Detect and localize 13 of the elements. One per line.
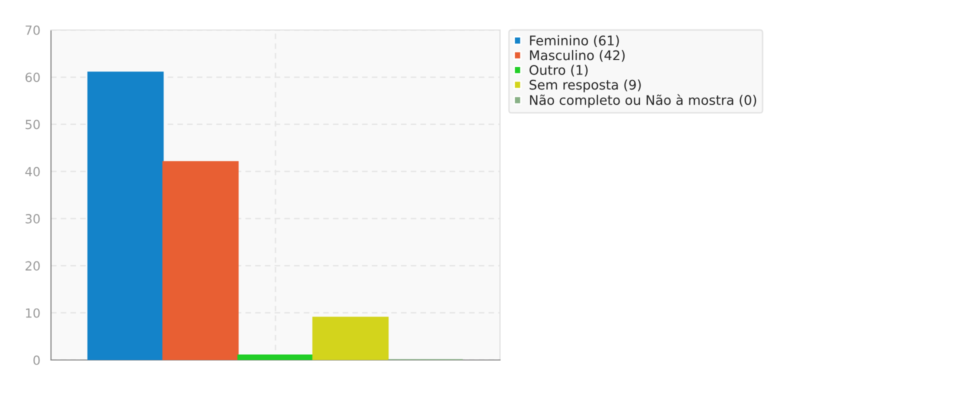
legend-label: Feminino (61)	[530, 35, 619, 48]
y-tick-label: 50	[26, 120, 40, 130]
y-tick-label: 40	[25, 166, 40, 176]
legend-label: Masculino (42)	[530, 50, 625, 62]
legend-label: Outro (1)	[530, 64, 588, 77]
y-tick-label: 30	[26, 214, 40, 224]
legend-label: Não completo ou Não à mostra (0)	[530, 94, 756, 108]
y-tick-label: 10	[26, 308, 40, 318]
legend-label: Sem resposta (9)	[530, 80, 641, 92]
y-tick-label: 0	[33, 355, 40, 365]
y-tick-label: 70	[26, 25, 40, 35]
y-tick-label: 60	[26, 72, 40, 82]
y-tick-label: 20	[26, 261, 40, 271]
